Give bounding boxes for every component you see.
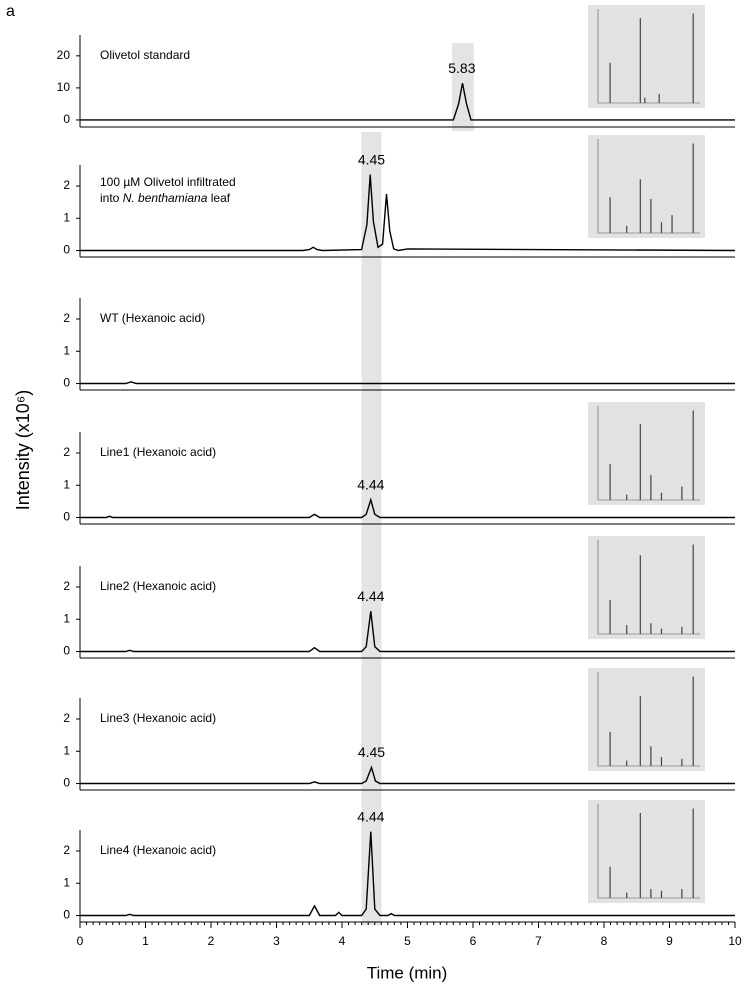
x-tick-label: 8 xyxy=(601,934,608,948)
y-tick-label: 2 xyxy=(63,178,70,192)
y-tick-label: 2 xyxy=(63,711,70,725)
inset-background xyxy=(588,668,705,771)
y-tick-label: 0 xyxy=(63,243,70,257)
x-tick-label: 3 xyxy=(273,934,280,948)
y-tick-label: 20 xyxy=(57,48,71,62)
x-tick-label: 4 xyxy=(339,934,346,948)
chromatogram-line xyxy=(80,831,735,917)
y-tick-label: 1 xyxy=(63,210,70,224)
trace-title: Line2 (Hexanoic acid) xyxy=(100,579,216,593)
chromatogram-line xyxy=(80,611,735,653)
title-part: 100 µM Olivetol infiltrated xyxy=(100,175,236,189)
inset-background xyxy=(588,800,705,903)
chromatogram-line xyxy=(80,82,735,121)
x-tick-label: 2 xyxy=(208,934,215,948)
peak-label: 4.45 xyxy=(358,744,385,760)
x-tick-label: 7 xyxy=(535,934,542,948)
y-tick-label: 10 xyxy=(57,80,71,94)
y-tick-label: 0 xyxy=(63,908,70,922)
trace-title: Line3 (Hexanoic acid) xyxy=(100,711,216,725)
y-tick-label: 2 xyxy=(63,445,70,459)
trace-title: 100 µM Olivetol infiltrated xyxy=(100,175,236,189)
x-tick-label: 5 xyxy=(404,934,411,948)
panel-label: a xyxy=(6,3,15,20)
y-tick-label: 0 xyxy=(63,644,70,658)
trace-title: Line1 (Hexanoic acid) xyxy=(100,445,216,459)
trace-title: Olivetol standard xyxy=(100,48,190,62)
chromatogram-line xyxy=(80,765,735,785)
peak-label: 4.44 xyxy=(357,588,384,604)
inset-background xyxy=(588,536,705,639)
y-tick-label: 2 xyxy=(63,311,70,325)
y-tick-label: 1 xyxy=(63,611,70,625)
chromatogram-line xyxy=(80,497,735,519)
rt-band xyxy=(361,132,382,925)
y-tick-label: 2 xyxy=(63,579,70,593)
x-tick-label: 9 xyxy=(666,934,673,948)
trace-title: WT (Hexanoic acid) xyxy=(100,311,205,325)
x-tick-label: 0 xyxy=(77,934,84,948)
title-part: leaf xyxy=(207,191,230,205)
chromatogram-line xyxy=(80,381,735,385)
x-tick-label: 6 xyxy=(470,934,477,948)
title-part: N. benthamiana xyxy=(123,191,208,205)
y-tick-label: 1 xyxy=(63,477,70,491)
peak-label: 4.44 xyxy=(357,808,384,824)
peak-label: 5.83 xyxy=(448,60,475,76)
y-tick-label: 1 xyxy=(63,875,70,889)
inset-background xyxy=(588,135,705,238)
trace-title: Line4 (Hexanoic acid) xyxy=(100,843,216,857)
y-tick-label: 0 xyxy=(63,112,70,126)
title-part: into xyxy=(100,191,123,205)
y-tick-label: 1 xyxy=(63,743,70,757)
y-tick-label: 0 xyxy=(63,510,70,524)
y-tick-label: 0 xyxy=(63,776,70,790)
x-tick-label: 10 xyxy=(728,934,742,948)
chromatogram-line xyxy=(80,174,736,252)
x-tick-label: 1 xyxy=(142,934,149,948)
y-tick-label: 0 xyxy=(63,376,70,390)
peak-label: 4.45 xyxy=(358,151,385,167)
x-axis-label: Time (min) xyxy=(367,963,448,982)
peak-label: 4.44 xyxy=(357,476,384,492)
y-tick-label: 2 xyxy=(63,843,70,857)
y-tick-label: 1 xyxy=(63,343,70,357)
inset-background xyxy=(588,402,705,505)
y-axis-label: Intensity (x10⁶) xyxy=(13,390,33,510)
inset-background xyxy=(588,5,705,108)
trace-title: into N. benthamiana leaf xyxy=(100,191,231,205)
